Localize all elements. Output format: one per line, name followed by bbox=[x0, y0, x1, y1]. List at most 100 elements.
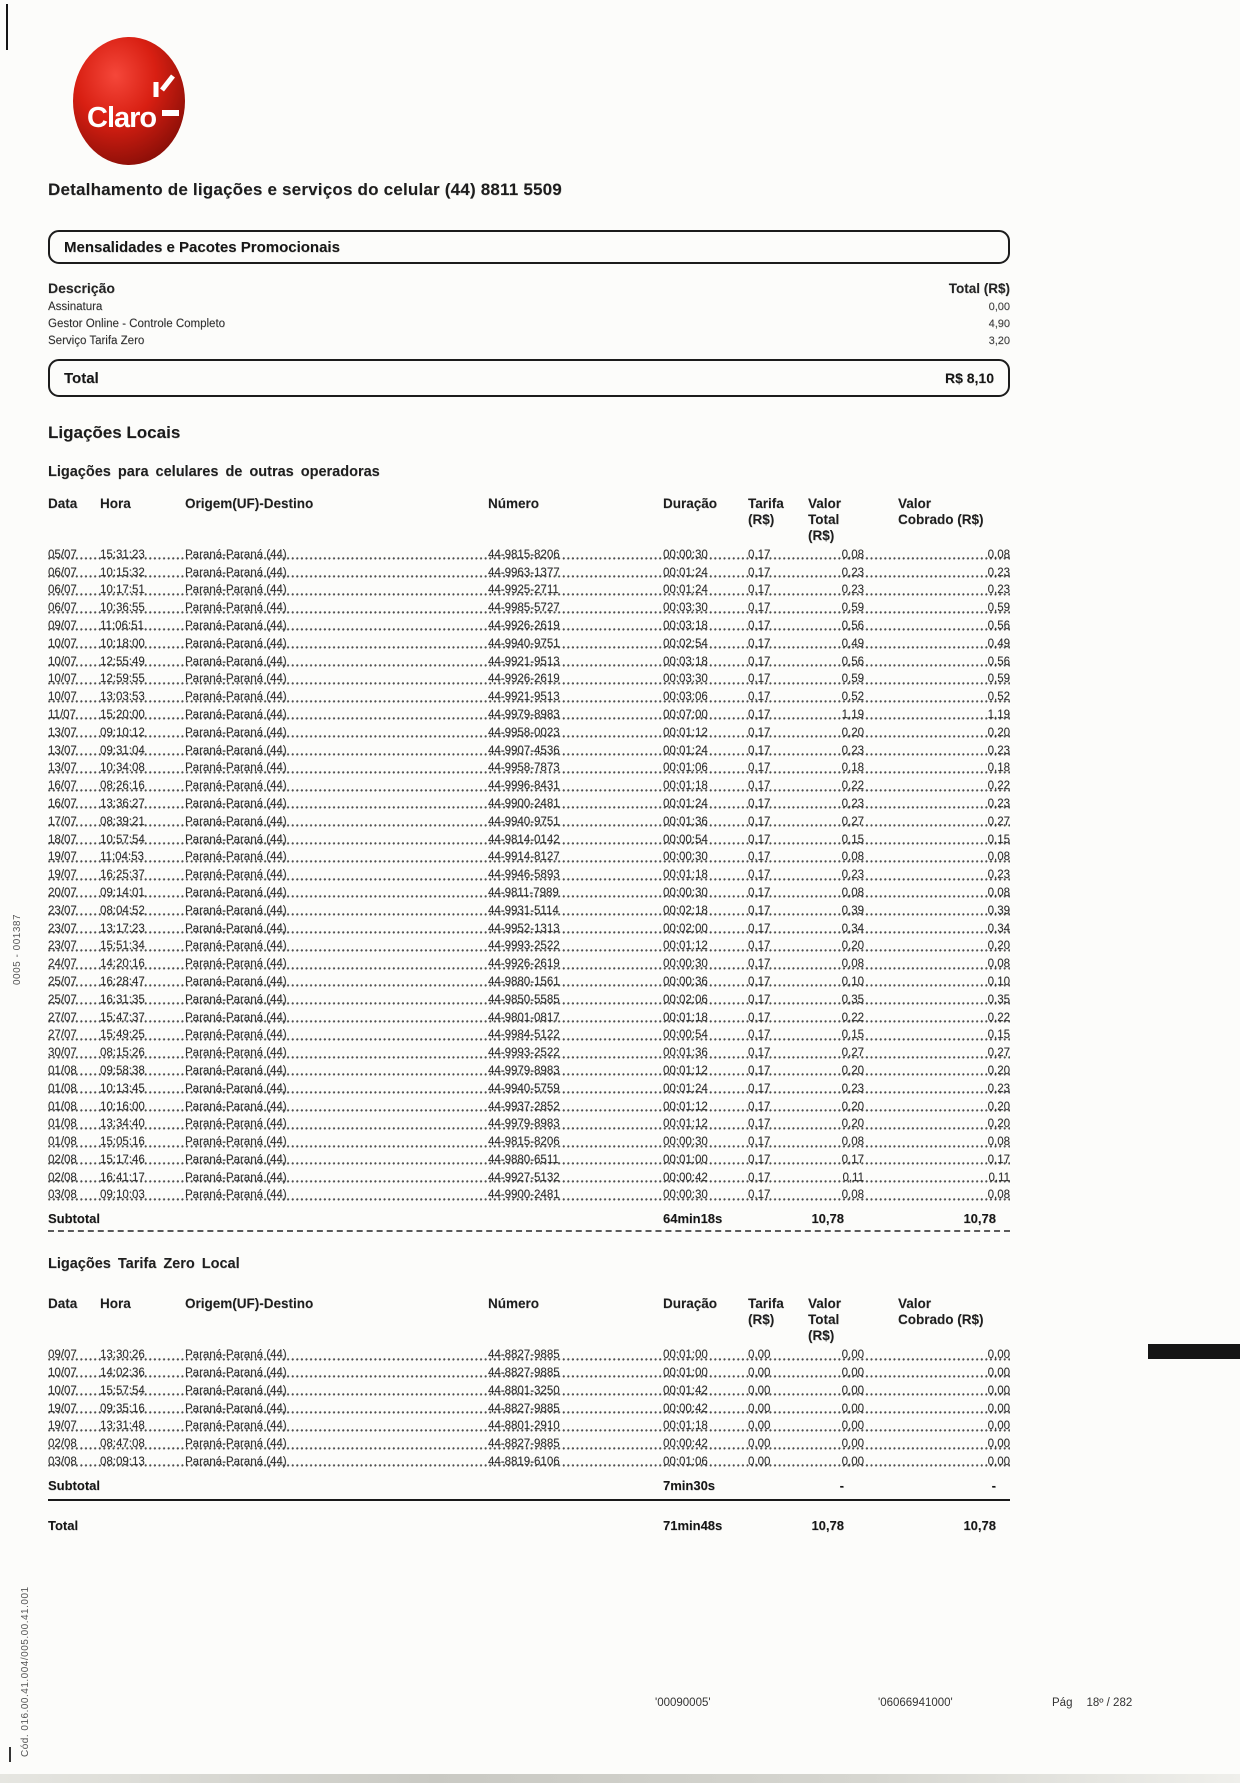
cell-valor_total: 0,56 bbox=[841, 655, 864, 668]
cell-duracao: 00:00:30 bbox=[663, 1136, 708, 1149]
cell-tarifa: 0,17 bbox=[748, 762, 771, 775]
item-value: 0,00 bbox=[988, 301, 1010, 313]
cell-origem: Paraná-Paraná (44) bbox=[185, 1047, 287, 1060]
cell-duracao: 00:00:54 bbox=[663, 1029, 708, 1042]
cell-tarifa: 0,17 bbox=[748, 584, 771, 597]
cell-duracao: 00:00:36 bbox=[663, 975, 708, 988]
cell-valor_cobrado: 0,15 bbox=[987, 1029, 1010, 1042]
cell-data: 18/07 bbox=[48, 833, 77, 846]
cell-tarifa: 0,17 bbox=[748, 1047, 771, 1060]
cell-hora: 09:58:38 bbox=[100, 1064, 145, 1077]
cell-valor_total: 0,34 bbox=[841, 922, 864, 935]
cell-numero: 44-9985-5727 bbox=[488, 602, 560, 615]
cell-valor_total: 0,18 bbox=[841, 762, 864, 775]
mensalidades-header: Descrição Total (R$) bbox=[48, 280, 1010, 296]
cell-valor_cobrado: 0,23 bbox=[987, 566, 1010, 579]
cell-data: 30/07 bbox=[48, 1047, 77, 1060]
list-item: Serviço Tarifa Zero 3,20 bbox=[48, 330, 1010, 347]
cell-valor_cobrado: 0,56 bbox=[987, 655, 1010, 668]
col-numero: Número bbox=[488, 496, 540, 511]
table-row: 02/08 16:41:17 Paraná-Paraná (44) 44-9927-5… bbox=[48, 1166, 1010, 1185]
cell-data: 25/07 bbox=[48, 975, 77, 988]
calls-table-rows: 05/07 15:31:23 Paraná-Paraná (44) 44-9815-8… bbox=[48, 544, 1010, 1203]
cell-tarifa: 0,17 bbox=[748, 1011, 771, 1024]
logo-accent-slash bbox=[160, 74, 175, 92]
cell-valor_total: 0,00 bbox=[841, 1367, 864, 1380]
cell-numero: 44-9979-8983 bbox=[488, 708, 560, 721]
cell-numero: 44-9811-7989 bbox=[488, 886, 559, 899]
footer-code-1: '00090005' bbox=[655, 1697, 711, 1709]
col-hora: Hora bbox=[100, 1296, 131, 1312]
cell-hora: 16:31:35 bbox=[100, 993, 145, 1006]
cell-origem: Paraná-Paraná (44) bbox=[185, 833, 287, 846]
cell-hora: 13:03:53 bbox=[100, 691, 145, 704]
cell-hora: 08:39:21 bbox=[100, 815, 145, 828]
cell-origem: Paraná-Paraná (44) bbox=[185, 584, 287, 597]
cell-numero: 44-8827-9885 bbox=[488, 1402, 560, 1415]
cell-valor_cobrado: 0,08 bbox=[987, 1189, 1010, 1202]
cell-numero: 44-9815-8206 bbox=[488, 548, 560, 561]
cell-duracao: 00:00:30 bbox=[663, 958, 708, 971]
cell-duracao: 00:01:42 bbox=[663, 1384, 708, 1397]
cell-origem: Paraná-Paraná (44) bbox=[185, 637, 287, 650]
cell-numero: 44-9921-9513 bbox=[488, 691, 560, 704]
cell-valor_total: 0,22 bbox=[841, 1011, 864, 1024]
cell-hora: 13:36:27 bbox=[100, 797, 145, 810]
cell-numero: 44-9996-8431 bbox=[488, 780, 560, 793]
grand-total-label: Total bbox=[48, 1518, 79, 1534]
table-row: 03/08 09:10:03 Paraná-Paraná (44) 44-9900-2… bbox=[48, 1184, 1010, 1203]
cell-tarifa: 0,00 bbox=[748, 1456, 771, 1469]
cell-data: 23/07 bbox=[48, 940, 77, 953]
col-origem: Origem(UF)-Destino bbox=[185, 1296, 314, 1312]
cell-valor_total: 0,35 bbox=[841, 993, 864, 1006]
col-duracao: Duração bbox=[663, 1296, 718, 1312]
cell-hora: 13:17:23 bbox=[100, 922, 145, 935]
section-box-mensalidades: Mensalidades e Pacotes Promocionais bbox=[48, 230, 1010, 264]
cell-valor_total: 0,00 bbox=[841, 1349, 864, 1362]
subtotal-label: Subtotal bbox=[48, 1211, 100, 1227]
cell-hora: 08:15:26 bbox=[100, 1047, 145, 1060]
cell-valor_cobrado: 0,27 bbox=[987, 815, 1010, 828]
cell-numero: 44-8827-9885 bbox=[488, 1367, 560, 1380]
cell-data: 05/07 bbox=[48, 548, 77, 561]
cell-data: 01/08 bbox=[48, 1082, 77, 1095]
scan-artifact-right-bar bbox=[1148, 1344, 1240, 1359]
cell-hora: 13:31:48 bbox=[100, 1420, 145, 1433]
cell-valor_total: 0,00 bbox=[841, 1402, 864, 1415]
cell-origem: Paraná-Paraná (44) bbox=[185, 1136, 287, 1149]
cell-valor_total: 0,22 bbox=[841, 780, 864, 793]
table-row: 23/07 15:51:34 Paraná-Paraná (44) 44-9993-2… bbox=[48, 935, 1010, 954]
cell-numero: 44-9914-8127 bbox=[488, 851, 560, 864]
cell-hora: 14:02:36 bbox=[100, 1367, 145, 1380]
cell-hora: 09:35:16 bbox=[100, 1402, 145, 1415]
cell-valor_total: 0,15 bbox=[841, 833, 864, 846]
cell-duracao: 00:02:18 bbox=[663, 904, 708, 917]
cell-valor_total: 0,49 bbox=[841, 637, 864, 650]
cell-valor_total: 0,11 bbox=[842, 1171, 864, 1184]
cell-hora: 15:57:54 bbox=[100, 1384, 145, 1397]
cell-valor_cobrado: 0,23 bbox=[987, 584, 1010, 597]
table-row: 06/07 10:17:51 Paraná-Paraná (44) 44-9925-2… bbox=[48, 579, 1010, 598]
cell-valor_total: 0,56 bbox=[841, 619, 864, 632]
page-title: Detalhamento de ligações e serviços do c… bbox=[48, 180, 562, 199]
cell-tarifa: 0,17 bbox=[748, 673, 771, 686]
cell-valor_cobrado: 0,20 bbox=[987, 940, 1010, 953]
cell-origem: Paraná-Paraná (44) bbox=[185, 708, 287, 721]
table-row: 10/07 15:57:54 Paraná-Paraná (44) 44-8801-3… bbox=[48, 1380, 1010, 1398]
cell-duracao: 00:01:18 bbox=[663, 869, 708, 882]
cell-hora: 08:47:08 bbox=[100, 1438, 145, 1451]
cell-tarifa: 0,17 bbox=[748, 1171, 771, 1184]
cell-tarifa: 0,17 bbox=[748, 1153, 771, 1166]
table-row: 13/07 10:34:08 Paraná-Paraná (44) 44-9958-7… bbox=[48, 757, 1010, 776]
cell-numero: 44-9900-2481 bbox=[488, 797, 560, 810]
item-desc: Serviço Tarifa Zero bbox=[48, 335, 145, 347]
scan-artifact-bottom-band bbox=[0, 1774, 1240, 1783]
cell-duracao: 00:03:18 bbox=[663, 655, 708, 668]
total-label: Total bbox=[64, 369, 99, 387]
cell-data: 06/07 bbox=[48, 602, 77, 615]
cell-valor_cobrado: 0,22 bbox=[987, 1011, 1010, 1024]
cell-data: 11/07 bbox=[48, 708, 76, 721]
cell-data: 19/07 bbox=[48, 1420, 77, 1433]
cell-tarifa: 0,17 bbox=[748, 1189, 771, 1202]
